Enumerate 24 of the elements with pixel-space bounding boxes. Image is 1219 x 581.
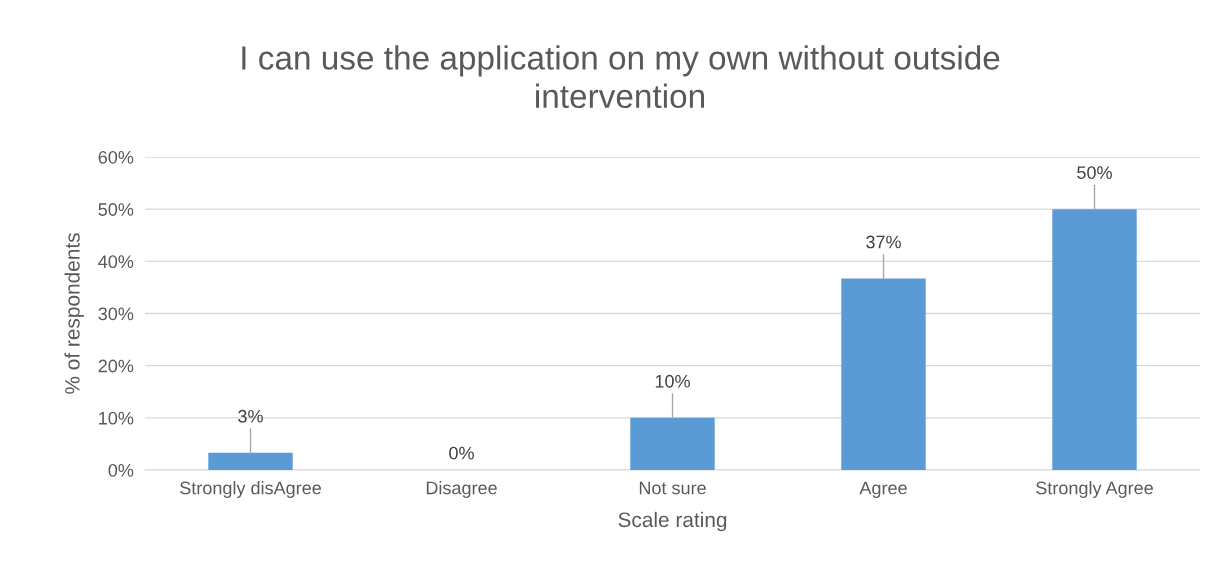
data-label: 50% bbox=[1077, 166, 1112, 179]
bar bbox=[630, 417, 715, 470]
bar bbox=[208, 452, 293, 470]
x-tick-label: Not sure bbox=[639, 481, 706, 495]
chart-title: I can use the application on my own without outside intervention bbox=[242, 45, 1000, 109]
y-tick-label: 20% bbox=[98, 359, 134, 373]
y-tick-label: 10% bbox=[99, 411, 134, 425]
x-tick-label: Agree bbox=[859, 481, 907, 498]
y-tick-label: 50% bbox=[98, 203, 134, 216]
data-label: 3% bbox=[238, 409, 263, 423]
data-label: 37% bbox=[866, 235, 901, 249]
x-tick-label: Strongly Agree bbox=[1036, 481, 1153, 498]
y-tick-label: 30% bbox=[98, 307, 134, 321]
bar bbox=[841, 278, 926, 470]
data-label: 10% bbox=[655, 374, 690, 388]
y-tick-label: 40% bbox=[98, 255, 134, 269]
data-label: 0% bbox=[449, 446, 474, 460]
x-tick-label: Disagree bbox=[426, 481, 497, 498]
x-axis-title: Scale rating bbox=[618, 511, 727, 532]
bar bbox=[1052, 209, 1137, 470]
y-tick-label: 0% bbox=[108, 463, 134, 477]
x-tick-label: Strongly disAgree bbox=[180, 481, 321, 498]
y-tick-label: 60% bbox=[98, 150, 134, 164]
y-axis-title: % of respondents bbox=[64, 233, 84, 394]
